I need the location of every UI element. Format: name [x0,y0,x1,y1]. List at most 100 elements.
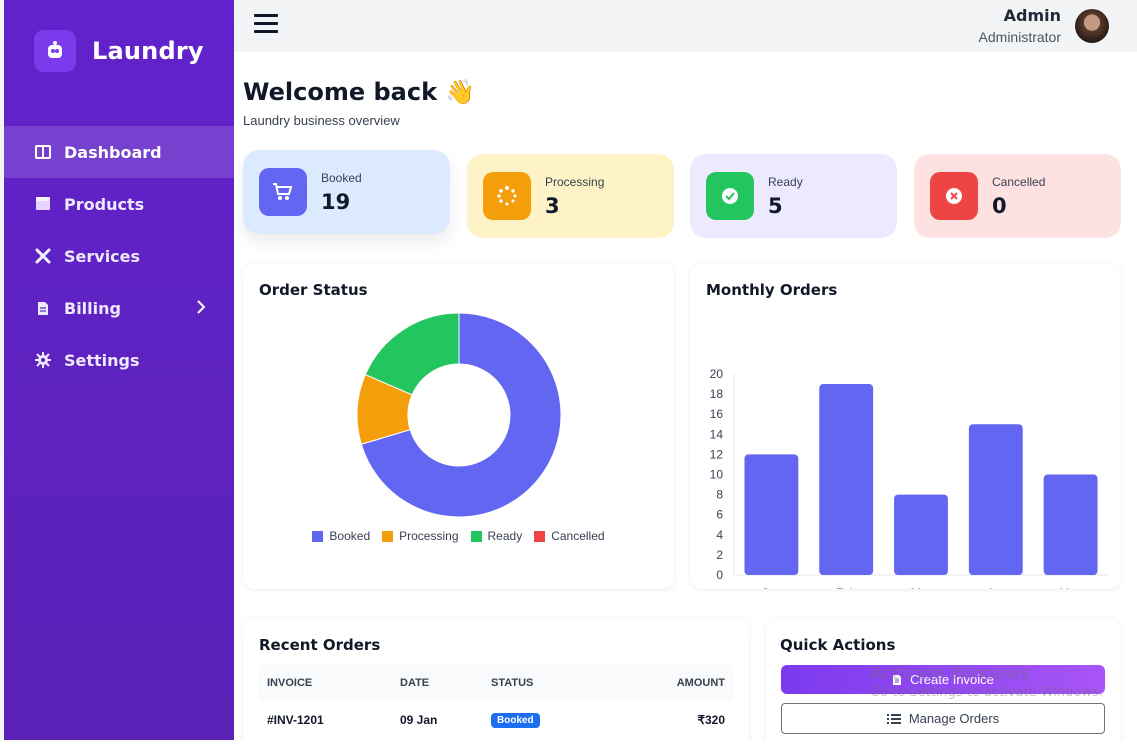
order-status-donut-chart [356,312,562,518]
sidebar-nav: Dashboard Products Services Billing Sett… [4,126,234,386]
top-header: Admin Administrator [234,0,1137,52]
x-tick-label: Jan [762,586,781,589]
x-tick-label: May [1059,586,1082,589]
page-title: Welcome back 👋 [243,78,475,106]
stat-value: 3 [545,193,560,218]
legend-label: Ready [487,529,523,543]
y-tick-label: 10 [710,468,724,482]
sidebar-item-settings[interactable]: Settings [4,334,234,386]
stat-label: Ready [768,174,803,189]
x-tick-label: Apr [986,586,1005,589]
laundry-logo-icon [34,30,76,72]
box-icon [34,195,52,213]
legend-swatch [312,530,324,542]
stat-card-booked: Booked 19 [243,150,450,234]
y-tick-label: 20 [710,367,724,381]
y-tick-label: 12 [710,447,724,461]
page-subtitle: Laundry business overview [243,113,400,128]
recent-orders-table: INVOICE DATE STATUS AMOUNT #INV-1201 09 … [259,665,733,739]
y-tick-label: 14 [710,427,724,441]
y-tick-label: 0 [716,568,723,582]
column-header-invoice: INVOICE [259,665,392,701]
sidebar-item-label: Dashboard [64,142,162,162]
monthly-orders-bar-chart: 0 2 4 6 8 10 12 14 16 18 20 Jan Feb Mar Apr May [710,367,1108,589]
invoice-icon [892,674,902,686]
brand[interactable]: Laundry [34,30,204,72]
bar-mar [894,494,948,575]
stat-card-processing: Processing 3 [467,154,674,238]
legend-item-cancelled[interactable]: Cancelled [534,529,605,543]
legend-item-processing[interactable]: Processing [382,529,459,543]
spinner-icon [483,172,531,220]
card-title: Recent Orders [259,636,381,654]
monthly-orders-card: Monthly Orders 0 2 4 6 8 10 12 14 16 18 20 Jan Feb Ma… [690,263,1121,589]
legend-item-ready[interactable]: Ready [470,529,523,543]
windows-activation-watermark: Activate Windows Go to Settings to activ… [870,663,1103,701]
legend-item-booked[interactable]: Booked [312,529,370,543]
chevron-right-icon [197,299,206,318]
stat-card-cancelled: Cancelled 0 [914,154,1121,238]
sidebar-item-products[interactable]: Products [4,178,234,230]
stat-value: 0 [992,193,1007,218]
sidebar-item-billing[interactable]: Billing [4,282,234,334]
manage-orders-button[interactable]: Manage Orders [781,703,1105,734]
stat-value: 5 [768,193,783,218]
bar-may [1043,474,1098,575]
stat-card-ready: Ready 5 [690,154,897,238]
brand-name: Laundry [92,37,204,65]
card-title: Quick Actions [780,636,896,654]
main-content: Welcome back 👋 Laundry business overview… [234,52,1137,745]
sidebar: Laundry Dashboard Products Services Bill… [4,0,234,740]
create-invoice-label: Create Invoice [910,672,994,687]
y-tick-label: 6 [716,508,723,522]
donut-slice-ready [364,312,460,396]
cart-icon [259,168,307,216]
x-circle-icon [930,172,978,220]
wave-emoji-icon: 👋 [445,78,475,106]
tools-icon [34,247,52,265]
watermark-subtitle: Go to Settings to activate Windows. [870,685,1103,700]
recent-orders-card: Recent Orders INVOICE DATE STATUS AMOUNT… [243,618,749,745]
column-header-amount: AMOUNT [600,665,733,701]
legend-swatch [382,530,394,542]
legend-label: Cancelled [551,529,605,543]
sidebar-item-services[interactable]: Services [4,230,234,282]
amount-cell: ₹320 [697,713,725,727]
user-name: Admin [1003,6,1061,25]
manage-orders-label: Manage Orders [908,711,1000,726]
y-tick-label: 4 [716,528,723,542]
x-tick-label: Feb [836,586,857,589]
invoice-cell: #INV-1201 [267,713,324,727]
user-info: Admin Administrator [979,6,1061,45]
create-invoice-button[interactable]: Create Invoice [781,665,1105,694]
watermark-title: Activate Windows [870,663,1030,684]
sidebar-item-dashboard[interactable]: Dashboard [4,126,234,178]
chart-legend: Booked Processing Ready Cancelled [243,529,674,543]
card-title: Monthly Orders [706,281,838,299]
stat-label: Processing [545,174,605,189]
bar-jan [744,454,799,575]
donut-slice-booked [360,312,562,518]
legend-swatch [534,530,546,542]
sidebar-item-label: Billing [64,298,121,318]
table-row[interactable]: #INV-1201 09 Jan Booked ₹320 [259,701,733,739]
welcome-text: Welcome back [243,78,438,106]
check-circle-icon [706,172,754,220]
stat-value: 19 [321,189,351,214]
menu-toggle-icon[interactable] [254,14,278,36]
y-tick-label: 2 [716,548,723,562]
status-badge: Booked [491,713,540,728]
user-menu[interactable]: Admin Administrator [979,6,1109,45]
column-header-date: DATE [392,665,483,701]
date-cell: 09 Jan [400,713,438,727]
y-tick-label: 18 [710,387,724,401]
gear-icon [34,351,52,369]
avatar[interactable] [1075,8,1109,43]
status-cell: Booked [483,701,600,739]
window-bottom-border [0,740,1137,745]
dashboard-icon [34,143,52,161]
column-header-status: STATUS [483,665,601,701]
legend-label: Processing [399,529,459,543]
y-tick-label: 8 [716,488,723,502]
